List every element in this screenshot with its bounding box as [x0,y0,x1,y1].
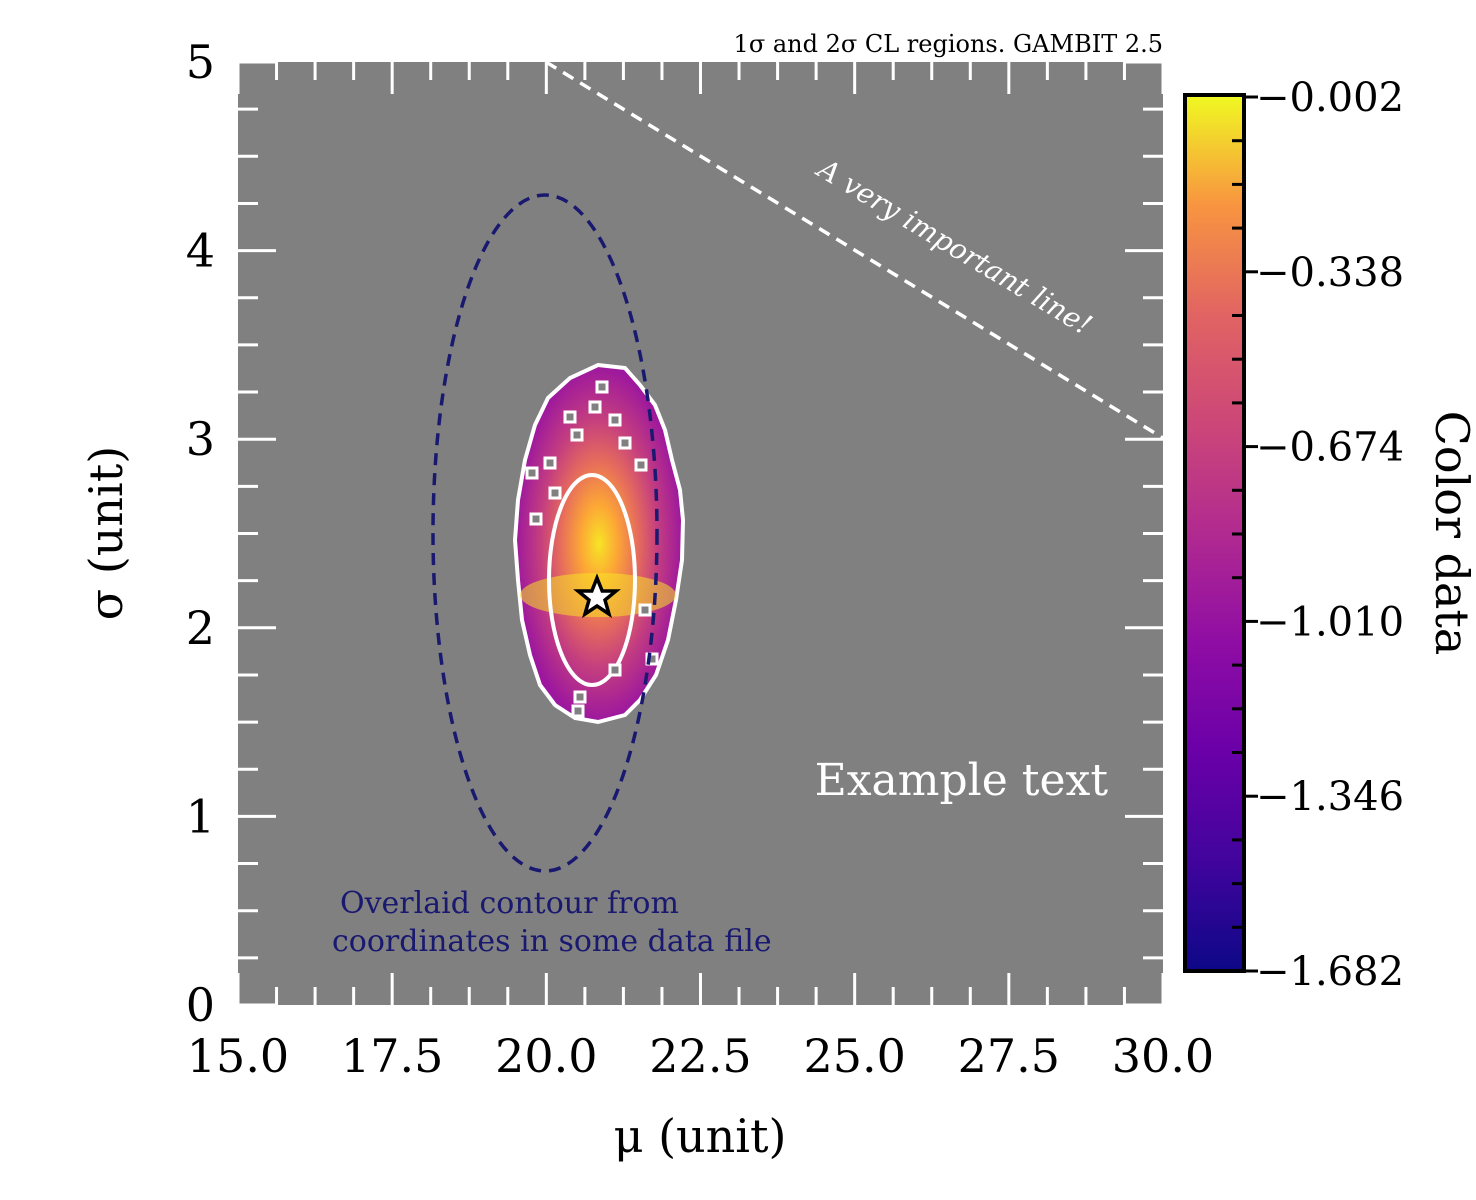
colorbar-ticks: −0.002 −0.338 −0.674 −1.010 −1.346 −1.682 [1232,75,1404,995]
x-tick-label: 20.0 [495,1029,597,1083]
overlaid-contour [431,193,659,873]
colorbar-label: Color data [1425,411,1476,656]
example-text: Example text [815,755,1109,806]
colorbar-tick-label: −1.346 [1256,774,1404,820]
colorbar-tick-label: −0.674 [1256,425,1404,471]
y-tick-label: 1 [186,789,215,843]
x-tick-label: 22.5 [649,1029,751,1083]
x-tick-label: 27.5 [958,1029,1060,1083]
overlaid-contour-label-line2: coordinates in some data file [332,924,772,959]
x-tick-label: 25.0 [803,1029,905,1083]
y-tick-label: 5 [186,35,215,89]
overlaid-contour-label-line1: Overlaid contour from [340,886,679,921]
colorbar-tick-label: −1.010 [1256,599,1404,645]
plot-area [238,62,1163,1005]
y-ticks: 0 1 2 3 4 5 [186,35,1163,1032]
colorbar-tick-label: −1.682 [1256,949,1404,995]
y-tick-label: 4 [186,224,215,278]
y-axis-label: σ (unit) [79,446,133,620]
x-tick-label: 15.0 [187,1029,289,1083]
important-line [545,62,1163,440]
y-tick-label: 3 [186,412,215,466]
header-text: 1σ and 2σ CL regions. GAMBIT 2.5 [734,30,1163,58]
colorbar-tick-label: −0.002 [1256,75,1404,121]
contour-holes [525,380,659,718]
colorbar-tick-label: −0.338 [1256,250,1404,296]
two-sigma-region [512,362,686,725]
star-icon [573,573,621,619]
y-tick-label: 2 [186,601,215,655]
one-sigma-contour [547,473,637,687]
x-tick-label: 30.0 [1112,1029,1214,1083]
x-axis-label: μ (unit) [614,1109,787,1163]
x-ticks: 15.0 17.5 20.0 22.5 25.0 27.5 30.0 [187,62,1214,1083]
y-tick-label: 0 [186,978,215,1032]
x-tick-label: 17.5 [341,1029,443,1083]
